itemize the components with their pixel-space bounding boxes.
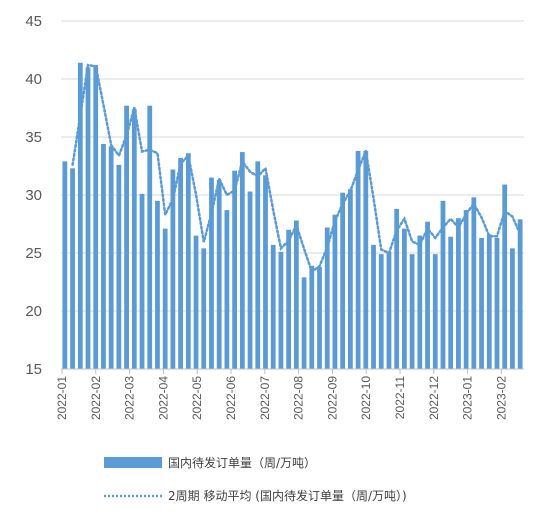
bar <box>124 105 129 370</box>
bar <box>479 237 484 369</box>
x-tick-label: 2023-01 <box>461 376 475 420</box>
bar <box>101 143 106 369</box>
bar <box>456 218 461 369</box>
y-tick-label: 25 <box>25 245 42 262</box>
bar <box>85 67 91 370</box>
legend-label-moving-average: 2周期 移动平均 (国内待发订单量（周/万吨）) <box>168 488 407 503</box>
bar <box>432 254 438 369</box>
bar <box>147 105 153 370</box>
bar <box>139 193 145 369</box>
bar <box>401 228 407 369</box>
x-tick-label: 2023-02 <box>494 376 508 420</box>
x-tick-label: 2022-04 <box>156 376 170 420</box>
bar <box>239 152 245 369</box>
bar <box>301 277 307 369</box>
bar <box>425 221 430 369</box>
x-tick-label: 2022-03 <box>123 376 137 420</box>
x-tick-label: 2022-07 <box>258 376 272 420</box>
bar <box>371 244 376 369</box>
bar <box>286 229 292 369</box>
bar <box>409 254 415 369</box>
x-tick-label: 2022-05 <box>190 376 204 420</box>
bar <box>178 157 184 369</box>
x-tick-label: 2022-01 <box>55 376 69 420</box>
bar <box>340 192 346 369</box>
bar <box>317 266 322 369</box>
bar <box>510 248 515 369</box>
bar <box>209 177 214 369</box>
bar <box>193 235 199 369</box>
gridlines <box>61 20 524 312</box>
bar <box>162 228 168 369</box>
legend-bar-swatch <box>104 457 162 468</box>
bar <box>293 220 299 369</box>
x-tick-label: 2022-10 <box>359 376 373 420</box>
y-axis-ticks: 15 20 25 30 35 40 45 <box>25 13 42 378</box>
bar <box>62 161 68 369</box>
bar <box>170 169 176 369</box>
bar <box>386 251 392 369</box>
bar <box>347 189 353 369</box>
legend-label-orders: 国内待发订单量（周/万吨） <box>168 455 316 470</box>
bar <box>224 210 230 369</box>
y-tick-label: 20 <box>25 303 42 320</box>
y-tick-label: 15 <box>25 361 42 378</box>
bar <box>155 200 160 369</box>
bar <box>463 210 469 369</box>
bar <box>232 170 238 369</box>
bar <box>255 161 261 369</box>
y-tick-label: 45 <box>25 13 42 30</box>
bar <box>116 164 122 369</box>
moving-average-line <box>71 63 522 274</box>
y-tick-label: 35 <box>25 129 42 146</box>
bar <box>108 146 114 369</box>
bar <box>263 175 268 369</box>
bar <box>363 150 369 369</box>
bar <box>70 168 75 369</box>
bar <box>93 65 99 369</box>
bar <box>216 179 222 369</box>
bar <box>440 200 446 369</box>
bar <box>355 150 361 369</box>
x-tick-label: 2022-09 <box>325 376 339 420</box>
bar <box>131 109 137 369</box>
bar <box>486 234 492 369</box>
bar <box>247 191 253 369</box>
x-tick-label: 2022-06 <box>224 376 238 420</box>
moving-average-series <box>71 63 522 274</box>
legend-item-orders: 国内待发订单量（周/万吨） <box>104 455 316 470</box>
bar <box>278 251 284 369</box>
bar <box>185 153 191 369</box>
bar <box>517 219 523 369</box>
x-tick-label: 2022-12 <box>427 376 441 420</box>
legend-item-moving-average: 2周期 移动平均 (国内待发订单量（周/万吨）) <box>104 488 407 503</box>
bar <box>77 62 83 369</box>
bar-series <box>62 62 523 370</box>
bar <box>270 244 276 369</box>
bar <box>324 227 330 369</box>
bar <box>502 184 508 369</box>
x-axis-ticks: 2022-01 2022-02 2022-03 2022-04 2022-05 2022-… <box>55 369 508 420</box>
bar <box>417 235 423 369</box>
y-tick-label: 40 <box>25 71 42 88</box>
x-tick-label: 2022-02 <box>89 376 103 420</box>
bar <box>448 236 454 369</box>
bar <box>471 197 477 369</box>
x-tick-label: 2022-08 <box>292 376 306 420</box>
bar <box>494 237 500 369</box>
bar <box>201 248 207 369</box>
x-tick-label: 2022-11 <box>393 376 407 419</box>
legend: 国内待发订单量（周/万吨） 2周期 移动平均 (国内待发订单量（周/万吨）) <box>104 455 407 503</box>
y-tick-label: 30 <box>25 187 42 204</box>
bar <box>332 214 338 369</box>
bar <box>394 208 400 369</box>
bar <box>309 265 315 369</box>
bar <box>378 254 384 369</box>
